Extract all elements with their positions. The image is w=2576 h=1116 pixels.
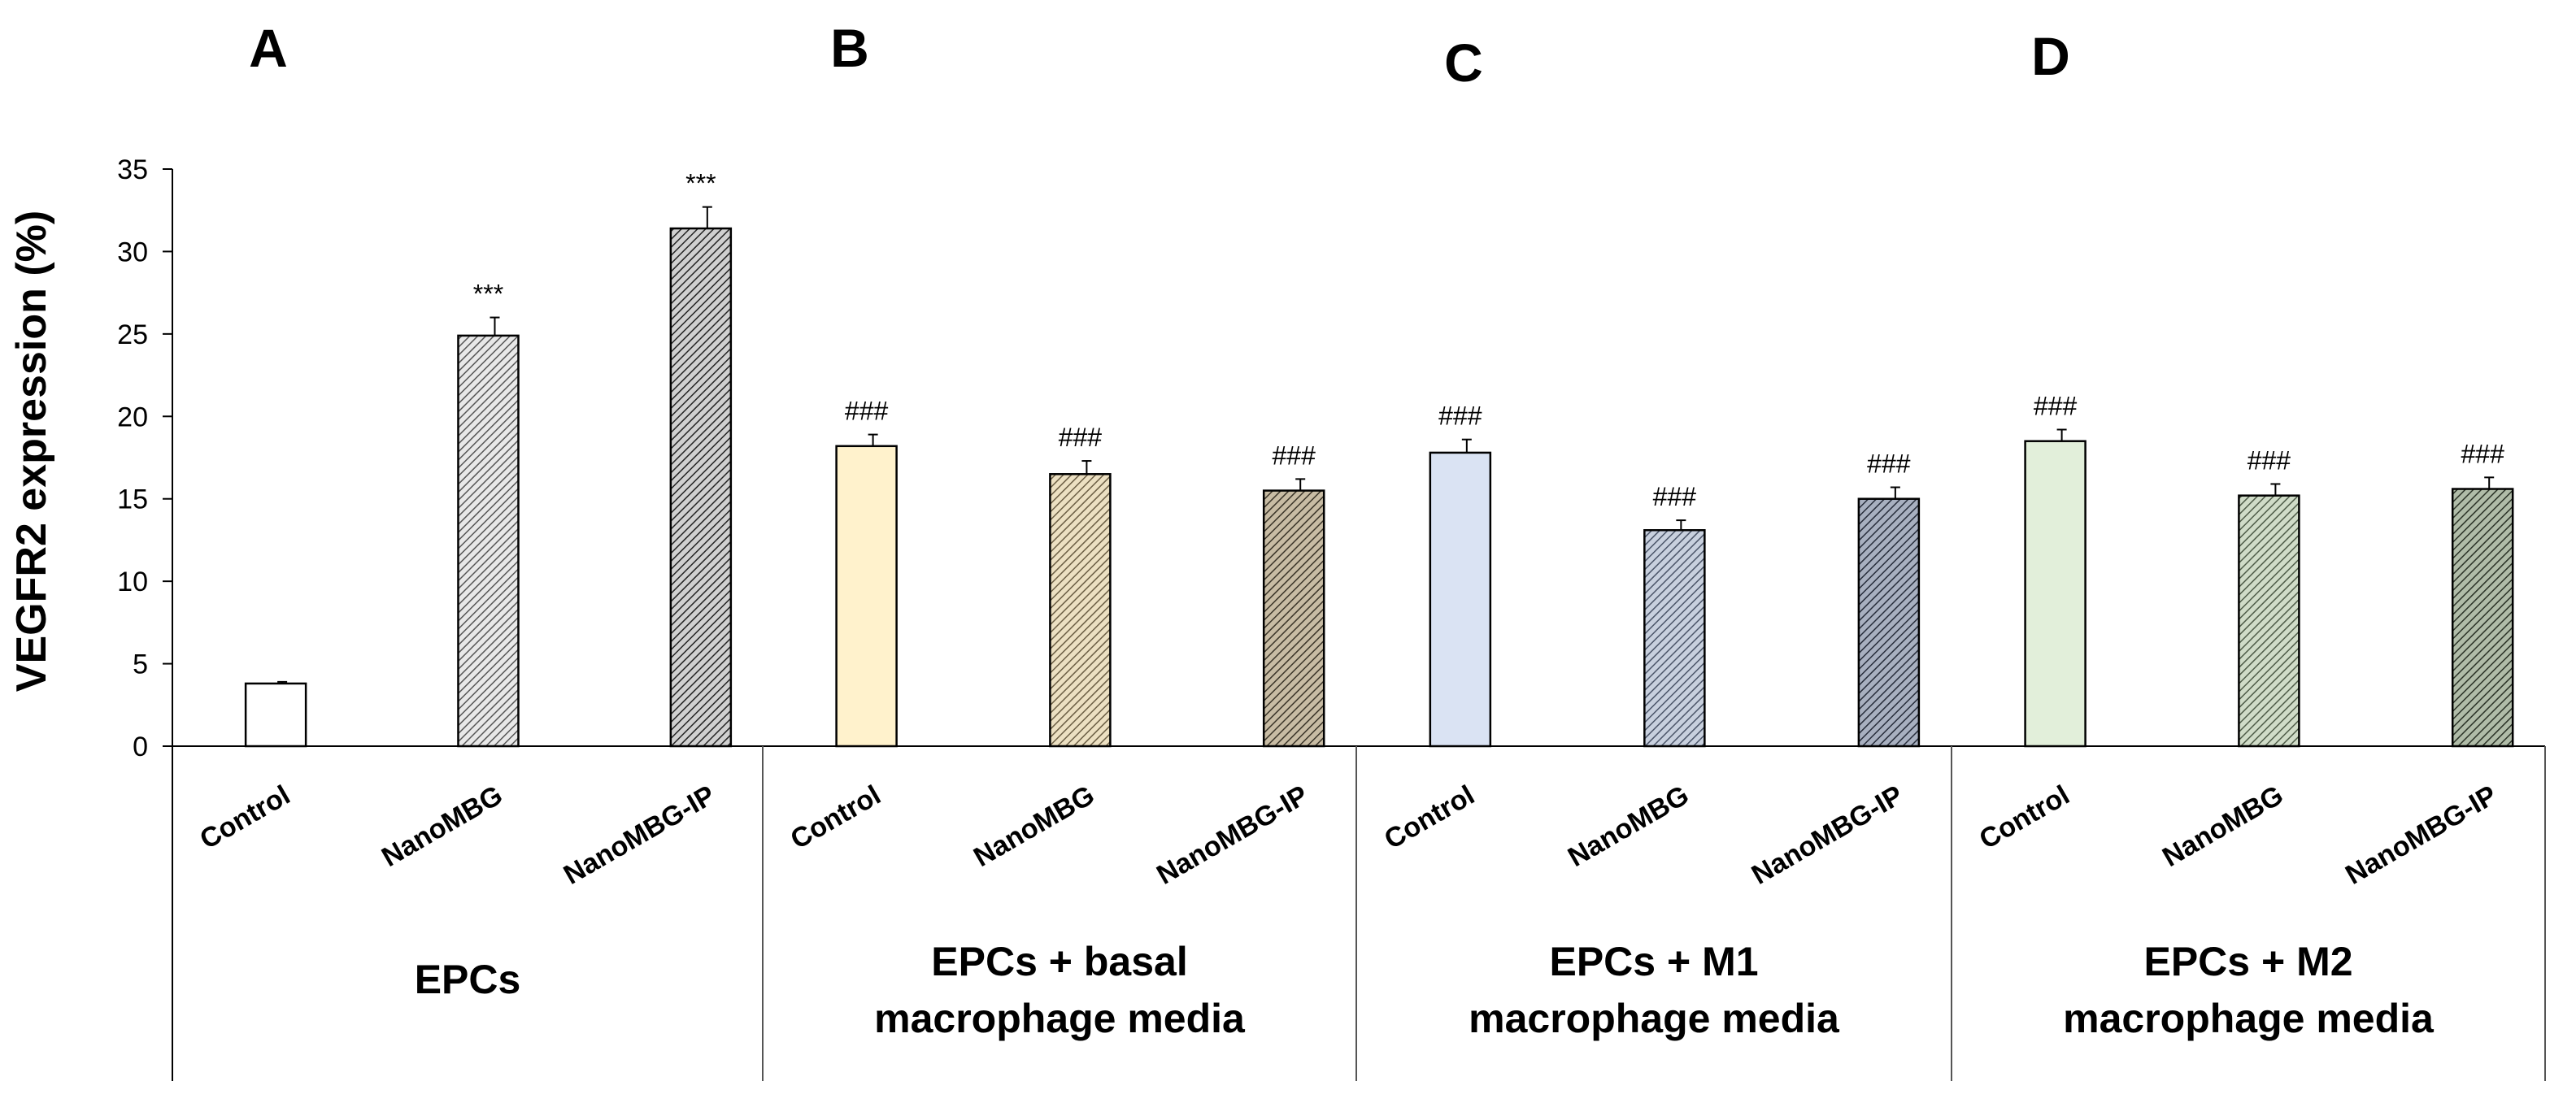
significance-label: *** [473, 280, 503, 309]
bar-a-control [244, 682, 307, 748]
group-label: EPCs [415, 957, 521, 1002]
y-axis-label: VEGFR2 expression (%) [8, 211, 55, 692]
category-label: NanoMBG-IP [1747, 779, 1908, 891]
category-label: NanoMBG [2157, 779, 2288, 873]
y-tick-label: 10 [117, 567, 148, 597]
group-label: macrophage media [1469, 996, 1840, 1041]
group-label: EPCs + basal [931, 939, 1187, 984]
bars: *** *** ### ### ### ### ### ### ### ### ### [244, 169, 2514, 748]
category-label: Control [1974, 779, 2075, 855]
category-labels: Control NanoMBG NanoMBG-IP EPCs Control NanoM… [194, 779, 2502, 1041]
bar-d-control [2024, 440, 2086, 748]
group-label: EPCs + M1 [1549, 939, 1758, 984]
y-tick-label: 35 [117, 154, 148, 185]
bar-b-nanombg [1049, 473, 1112, 748]
panel-letter-a: A [249, 18, 288, 78]
group-label: EPCs + M2 [2143, 939, 2352, 984]
category-label: NanoMBG [968, 779, 1099, 873]
significance-label: ### [2461, 439, 2505, 468]
bar-d-nanombg [2238, 494, 2300, 748]
bar-a-nanombg [457, 334, 520, 748]
bar-c-nanombg-ip [1857, 497, 1921, 748]
y-tick-label: 0 [133, 732, 148, 762]
bar-a-nanombg-ip [669, 227, 733, 748]
significance-label: *** [685, 169, 716, 198]
category-label: NanoMBG [376, 779, 507, 873]
significance-label: ### [845, 397, 889, 426]
significance-label: ### [1867, 449, 1911, 479]
bar-c-control [1429, 451, 1492, 748]
bar-b-control [835, 445, 898, 748]
panel-letter-d: D [2031, 26, 2070, 86]
y-tick-label: 20 [117, 402, 148, 432]
significance-label: ### [2247, 445, 2291, 475]
y-tick-label: 15 [117, 484, 148, 515]
panel-letter-c: C [1444, 33, 1483, 93]
group-label: macrophage media [2063, 996, 2435, 1041]
category-label: NanoMBG-IP [1151, 779, 1313, 891]
category-label: Control [1379, 779, 1480, 855]
category-label: Control [194, 779, 295, 855]
significance-label: ### [1438, 402, 1482, 431]
bar-b-nanombg-ip [1262, 489, 1325, 748]
bar-c-nanombg [1643, 529, 1706, 748]
axes: 0 5 10 15 20 25 30 35 [117, 154, 2546, 1081]
group-label: macrophage media [874, 996, 1246, 1041]
panel-letters: A B C D [249, 18, 2070, 93]
y-tick-label: 5 [133, 649, 148, 680]
y-tick-label: 30 [117, 237, 148, 267]
panel-letter-b: B [830, 18, 869, 78]
bar-d-nanombg-ip [2451, 488, 2514, 748]
category-label: NanoMBG-IP [559, 779, 720, 891]
category-label: NanoMBG [1563, 779, 1694, 873]
category-label: NanoMBG-IP [2340, 779, 2502, 891]
category-label: Control [785, 779, 886, 855]
significance-label: ### [2034, 392, 2078, 421]
significance-label: ### [1059, 423, 1103, 452]
y-tick-label: 25 [117, 319, 148, 350]
significance-label: ### [1273, 441, 1316, 470]
significance-label: ### [1653, 482, 1697, 511]
